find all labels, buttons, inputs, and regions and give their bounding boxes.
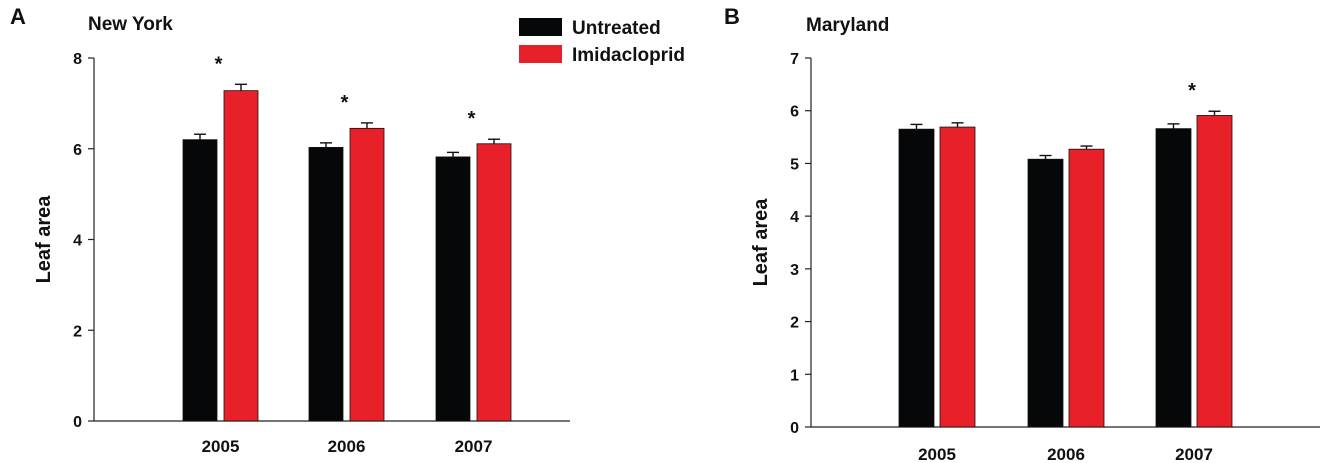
y-tick-label: 6 [73,142,82,159]
y-tick-label: 1 [790,367,799,384]
bar-imidacloprid-2006 [1068,148,1105,428]
bar-imidacloprid-2005 [939,126,976,428]
panel-a-new-york: A New York 0 2 4 6 8 Leaf area * 2005 * 2006 * 2007 [10,4,570,456]
bar-imidacloprid-2007 [476,143,512,422]
y-tick-label: 0 [790,420,799,437]
x-category-label: 2007 [455,437,493,456]
bar-untreated-2006 [308,146,344,422]
legend-swatch-imidacloprid [519,45,562,63]
panel-title: Maryland [806,15,889,36]
legend: Untreated Imidacloprid [519,18,685,66]
x-category-label: 2007 [1175,445,1213,463]
y-tick-label: 2 [790,315,799,332]
x-category-label: 2005 [202,437,240,456]
bar-untreated-2005 [182,139,218,422]
bar-untreated-2005 [898,128,935,428]
legend-label-imidacloprid: Imidacloprid [572,45,685,66]
significance-marker: * [468,108,476,130]
y-tick-label: 2 [73,323,82,340]
panel-b-maryland: B Maryland 0 1 2 3 4 5 6 7 Leaf area 2005 2006 * 2007 [724,4,1320,463]
bar-untreated-2007 [435,156,471,422]
y-tick-label: 4 [73,233,82,250]
bar-untreated-2006 [1027,158,1064,428]
y-tick-label: 0 [73,414,82,431]
y-tick-label: 4 [790,209,799,226]
y-tick-label: 6 [790,104,799,121]
bar-imidacloprid-2005 [223,90,259,422]
significance-marker: * [1188,80,1196,102]
y-tick-label: 3 [790,262,799,279]
x-category-label: 2006 [328,437,366,456]
panel-title: New York [88,14,173,35]
y-axis-label: Leaf area [750,198,772,287]
bar-untreated-2007 [1155,128,1192,428]
panel-letter: B [724,4,740,29]
y-tick-label: 7 [790,51,799,68]
x-category-label: 2005 [918,445,956,463]
legend-label-untreated: Untreated [572,18,661,39]
y-tick-label: 5 [790,156,799,173]
y-tick-label: 8 [73,51,82,68]
bar-imidacloprid-2007 [1196,115,1233,428]
panel-letter: A [10,4,26,29]
y-axis-label: Leaf area [33,195,55,284]
significance-marker: * [215,53,223,75]
legend-swatch-untreated [519,18,562,36]
significance-marker: * [341,92,349,114]
bar-imidacloprid-2006 [349,127,385,422]
x-category-label: 2006 [1047,445,1085,463]
